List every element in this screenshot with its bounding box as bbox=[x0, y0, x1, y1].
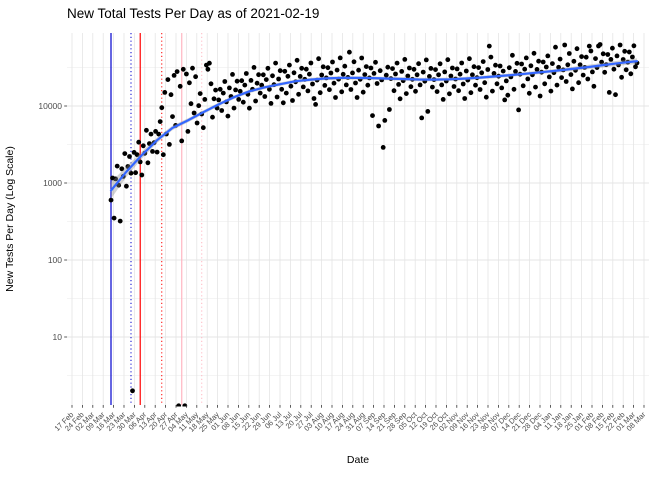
svg-text:10: 10 bbox=[53, 332, 63, 342]
gridlines-group bbox=[67, 33, 649, 405]
chart-title: New Total Tests Per Day as of 2021-02-19 bbox=[67, 6, 320, 21]
points-group bbox=[108, 42, 640, 407]
event-lines-group bbox=[110, 33, 203, 405]
svg-text:100: 100 bbox=[48, 255, 62, 265]
trend-line bbox=[109, 60, 639, 192]
x-axis-title: Date bbox=[346, 454, 370, 466]
y-tick-labels: 10000 1000 100 10 bbox=[38, 101, 67, 342]
svg-text:10000: 10000 bbox=[38, 101, 62, 111]
svg-text:1000: 1000 bbox=[43, 178, 62, 188]
